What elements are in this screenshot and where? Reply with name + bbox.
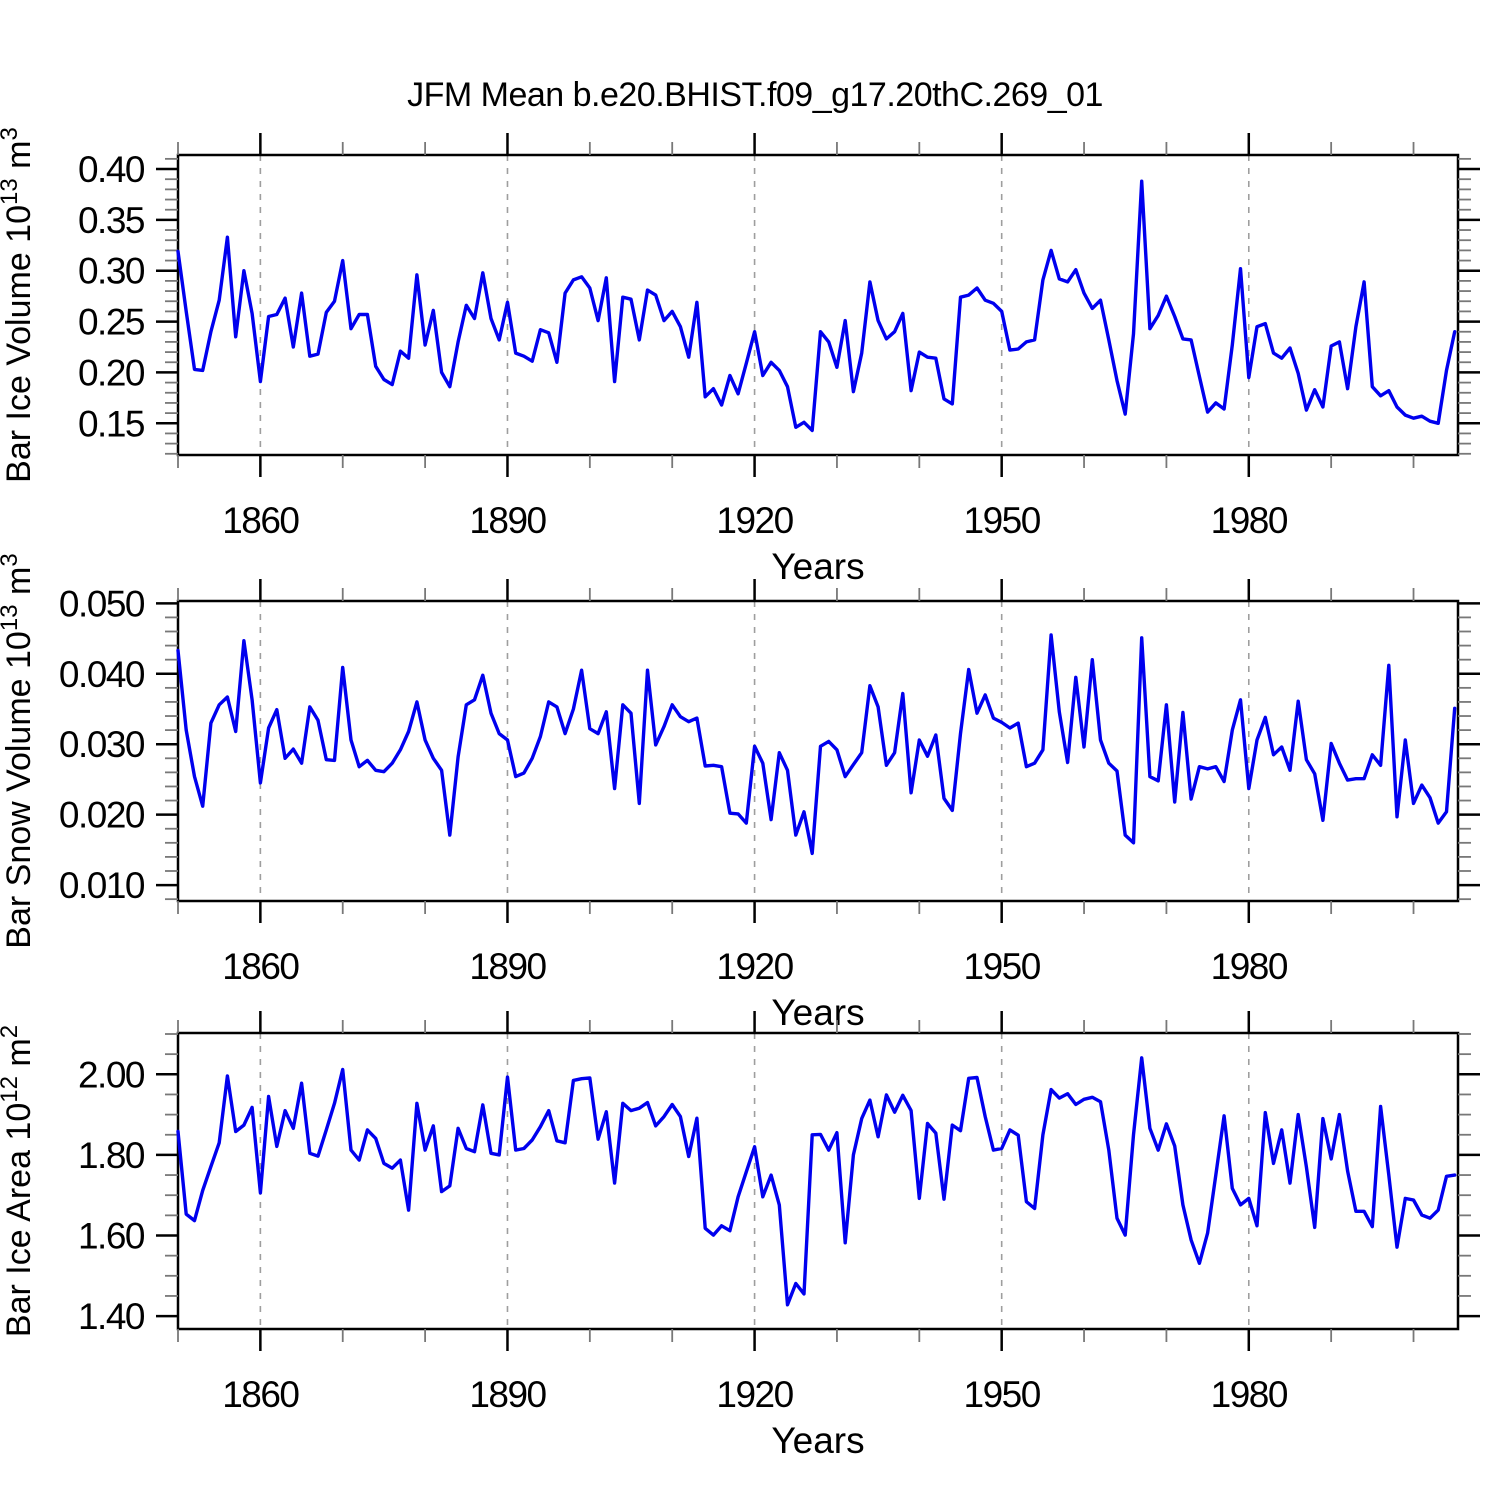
x-tick-label: 1980 [1211,500,1288,541]
y-tick-label: 0.040 [59,654,145,695]
x-tick-label: 1920 [716,500,793,541]
x-tick-label: 1980 [1211,946,1288,987]
x-tick-label: 1860 [222,500,299,541]
x-axis-label: Years [771,546,864,587]
y-tick-label: 0.050 [59,583,145,624]
x-tick-label: 1890 [469,1374,546,1415]
plot-frame [176,1031,1460,1331]
y-axis-label: Bar Ice Volume 1013 m3 [0,127,38,483]
x-tick-label: 1950 [964,1374,1041,1415]
y-tick-label: 0.030 [59,724,145,765]
x-tick-label: 1950 [964,946,1041,987]
series-line-snow-volume [176,633,1457,856]
y-tick-label: 1.40 [78,1296,145,1337]
x-tick-label: 1920 [716,1374,793,1415]
series-line-ice-area [176,1056,1457,1307]
y-tick-label: 0.15 [78,403,145,444]
y-tick-label: 0.35 [78,200,145,241]
y-tick-label: 0.010 [59,865,145,906]
y-axis-label: Bar Snow Volume 1013 m3 [0,553,38,948]
x-tick-label: 1860 [222,1374,299,1415]
y-tick-label: 1.60 [78,1216,145,1257]
x-tick-label: 1980 [1211,1374,1288,1415]
panel-ice-area: 1860 1890 1920 1950 1980 1.40 1.60 1.80 2.00 Bar … [0,1011,1480,1461]
y-tick-label: 0.40 [78,149,145,190]
panel-snow-volume: 1860 1890 1920 1950 1980 0.010 0.020 0.030 0.040… [0,553,1480,1033]
series-line-ice-volume [176,179,1457,433]
y-tick-label: 2.00 [78,1054,145,1095]
x-tick-label: 1920 [716,946,793,987]
panel-ice-volume: 1860 1890 1920 1950 1980 0.15 0.20 0.25 0.30 0.35… [0,127,1480,587]
y-tick-label: 1.80 [78,1135,145,1176]
y-tick-label: 0.20 [78,352,145,393]
y-tick-label: 0.020 [59,795,145,836]
plot-frame [176,153,1460,457]
plot-frame [176,599,1460,903]
x-axis-label: Years [771,992,864,1033]
y-axis-label: Bar Ice Area 1012 m2 [0,1025,38,1337]
x-tick-label: 1890 [469,500,546,541]
y-tick-label: 0.25 [78,302,145,343]
x-tick-label: 1860 [222,946,299,987]
y-tick-label: 0.30 [78,251,145,292]
x-tick-label: 1890 [469,946,546,987]
x-axis-label: Years [771,1420,864,1461]
figure-title: JFM Mean b.e20.BHIST.f09_g17.20thC.269_0… [407,76,1103,114]
x-tick-label: 1950 [964,500,1041,541]
